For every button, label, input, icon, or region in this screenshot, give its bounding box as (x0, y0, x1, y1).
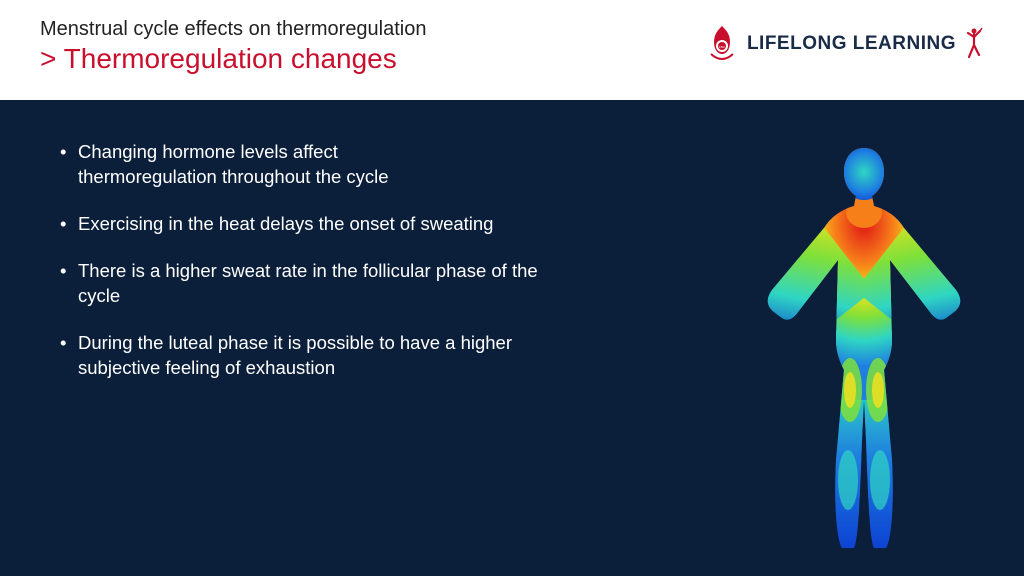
brand-logo: FBU LIFELONG LEARNING (705, 24, 984, 64)
bullet-list: Changing hormone levels affect thermoreg… (60, 140, 714, 556)
title-context: Menstrual cycle effects on thermoregulat… (40, 18, 705, 41)
bullet-item: There is a higher sweat rate in the foll… (60, 259, 580, 309)
slide-body: Changing hormone levels affect thermoreg… (0, 100, 1024, 576)
bullet-item: During the luteal phase it is possible t… (60, 331, 520, 381)
thermal-body-figure (734, 140, 994, 556)
fire-badge-icon: FBU (705, 24, 739, 64)
chevron-icon: > (40, 43, 56, 74)
brand-text: LIFELONG LEARNING (747, 33, 956, 55)
svg-text:FBU: FBU (719, 45, 725, 49)
title-block: Menstrual cycle effects on thermoregulat… (40, 18, 705, 75)
slide-header: Menstrual cycle effects on thermoregulat… (0, 0, 1024, 100)
runner-icon (964, 27, 984, 61)
bullet-item: Exercising in the heat delays the onset … (60, 212, 714, 237)
title-main-text: Thermoregulation changes (64, 43, 397, 74)
title-main: > Thermoregulation changes (40, 43, 705, 75)
bullet-item: Changing hormone levels affect thermoreg… (60, 140, 480, 190)
